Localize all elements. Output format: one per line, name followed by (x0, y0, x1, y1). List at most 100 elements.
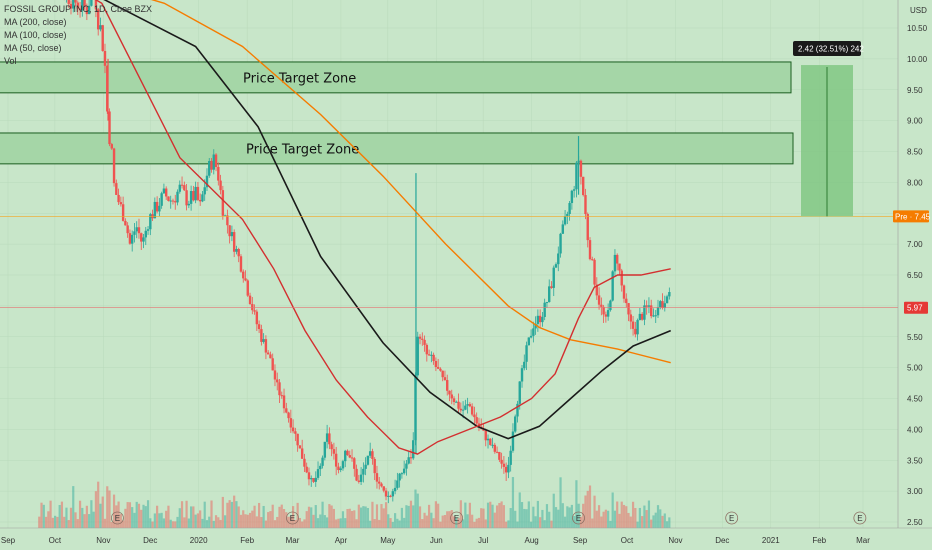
volume-bar (42, 504, 45, 528)
volume-bar (421, 519, 424, 528)
earnings-marker-icon[interactable] (111, 511, 124, 525)
candle-body (364, 464, 367, 469)
candle-body (538, 315, 542, 323)
volume-bar (509, 508, 512, 528)
volume-bar (117, 501, 120, 528)
candle-body (520, 368, 524, 382)
candle-body (432, 354, 435, 361)
candle-body (253, 310, 256, 312)
volume-bar (126, 502, 129, 528)
ma200-line (150, 0, 671, 364)
candle-body (368, 451, 372, 456)
volume-bar (83, 514, 86, 528)
price-axis[interactable]: USD 10.5010.009.509.008.508.007.507.006.… (893, 0, 932, 550)
volume-bar (214, 515, 218, 528)
candle-body (493, 444, 497, 452)
volume-bar (81, 507, 84, 528)
volume-bar (122, 520, 125, 528)
candle-body (384, 490, 388, 497)
volume-bar (278, 506, 281, 528)
candle-body (606, 310, 610, 317)
volume-bar (507, 520, 510, 528)
zone-label-upper: Price Target Zone (243, 71, 356, 86)
candle-body (124, 220, 127, 226)
candle-body (287, 412, 290, 419)
time-tick-label: Mar (856, 536, 870, 545)
volume-bar (409, 500, 413, 528)
candle-body (121, 204, 125, 221)
legend-title: FOSSIL GROUP INC, 1D, Cboe BZX (4, 4, 152, 14)
earnings-marker-icon[interactable] (853, 511, 867, 525)
earnings-marker-icon[interactable] (572, 511, 585, 525)
candle-body (500, 459, 503, 464)
volume-bar (541, 509, 544, 528)
price-tick-label: 6.50 (907, 271, 923, 280)
volume-bar (502, 505, 505, 528)
volume-bar (160, 512, 163, 528)
candle-body (584, 195, 587, 215)
pre-market-tag-bg (893, 210, 929, 223)
candle-body (498, 452, 501, 460)
volume-bar (199, 510, 202, 528)
candle-body (255, 311, 259, 325)
candle-body (366, 455, 370, 465)
volume-bar (203, 501, 206, 528)
candle-body (251, 304, 254, 311)
candle-body (90, 0, 93, 6)
candle-body (203, 187, 206, 195)
candle-body (416, 336, 419, 376)
candle-body (67, 0, 70, 4)
projection-tool[interactable]: 2.42 (32.51%) 242 (793, 41, 864, 217)
time-tick-label: Aug (525, 536, 539, 545)
candle-body (176, 191, 179, 203)
earnings-marker-letter: E (729, 514, 734, 523)
volume-bar (437, 503, 440, 528)
time-tick-label: Sep (573, 536, 588, 545)
candle-body (579, 160, 583, 177)
volume-bar (629, 516, 632, 528)
volume-bar (140, 509, 143, 528)
volume-bar (575, 480, 578, 528)
volume-bar (484, 519, 487, 528)
volume-bar (280, 504, 283, 528)
volume-bar (582, 503, 585, 528)
earnings-marker-icon[interactable] (286, 511, 299, 525)
candlesticks (63, 0, 671, 504)
candle-body (597, 295, 601, 305)
candle-body (452, 398, 456, 403)
price-target-zone-lower[interactable] (0, 132, 794, 165)
volume-bar (489, 501, 492, 528)
volume-bar (94, 491, 98, 528)
volume-bar (631, 501, 635, 528)
candle-body (319, 465, 322, 470)
earnings-marker-icon[interactable] (450, 511, 464, 525)
candle-body (332, 449, 336, 454)
last-price-tag: 5.97 (907, 304, 923, 313)
price-target-zone-upper[interactable] (0, 61, 792, 94)
time-tick-label: May (380, 536, 395, 545)
volume-bar (663, 513, 666, 528)
volume-bar (106, 486, 109, 528)
candle-body (289, 418, 293, 428)
candle-body (430, 354, 433, 356)
candle-body (328, 433, 331, 445)
candle-body (459, 408, 463, 411)
price-tick-label: 4.50 (907, 395, 923, 404)
candle-body (659, 301, 662, 308)
volume-bar (493, 512, 496, 528)
volume-bar (337, 518, 340, 528)
time-axis[interactable]: Sep Oct Nov Dec 2020 Feb Mar Apr May Jun Jul Aug Sep… (0, 527, 932, 550)
candle-body (246, 280, 249, 296)
candle-body (169, 200, 172, 202)
price-tick-label: 9.50 (907, 86, 923, 95)
volume-bar (341, 511, 345, 528)
volume-bar (654, 512, 657, 528)
candle-body (237, 248, 240, 257)
candle-body (303, 458, 306, 467)
earnings-marker-icon[interactable] (725, 511, 739, 525)
candle-body (357, 480, 361, 482)
candle-body (593, 259, 596, 285)
volume-bar (149, 518, 152, 528)
